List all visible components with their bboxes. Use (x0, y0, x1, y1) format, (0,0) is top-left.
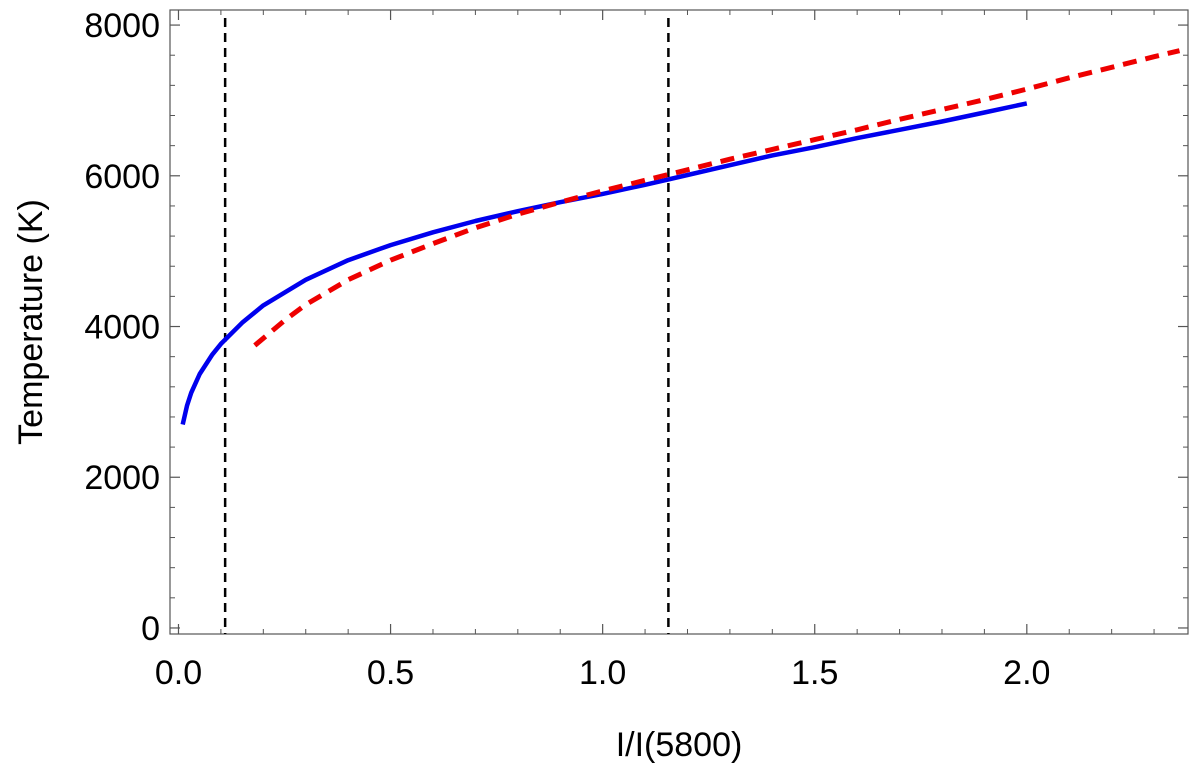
y-tick-label: 4000 (84, 309, 160, 347)
y-tick-label: 6000 (84, 158, 160, 196)
y-tick-label: 0 (141, 610, 160, 648)
y-tick-label: 8000 (84, 7, 160, 45)
y-axis-label: Temperature (K) (12, 199, 50, 445)
x-axis-label: I/I(5800) (616, 726, 743, 764)
plot-frame (169, 9, 1189, 635)
axis-ticks (170, 10, 1188, 634)
x-tick-label: 2.0 (1003, 654, 1050, 692)
x-tick-label: 0.5 (367, 654, 414, 692)
y-tick-labels: 0 2000 4000 6000 8000 (84, 7, 160, 648)
x-tick-labels: 0.0 0.5 1.0 1.5 2.0 (155, 654, 1051, 692)
series-layer (180, 48, 1181, 426)
series-line-2 (253, 48, 1181, 348)
x-tick-label: 1.0 (579, 654, 626, 692)
x-tick-label: 1.5 (791, 654, 838, 692)
reference-lines (223, 18, 670, 634)
y-tick-label: 2000 (84, 459, 160, 497)
x-tick-label: 0.0 (155, 654, 202, 692)
series-line-1 (180, 101, 1028, 426)
